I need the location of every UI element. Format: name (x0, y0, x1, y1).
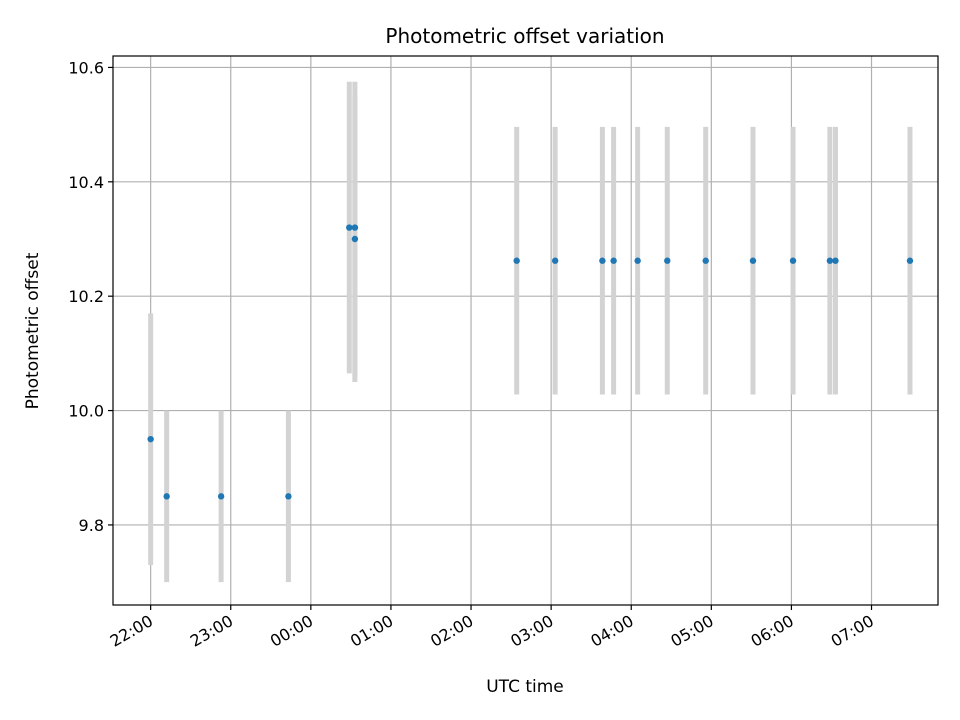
data-point (634, 257, 641, 264)
data-point (351, 235, 359, 243)
data-point (664, 257, 671, 264)
data-point (789, 257, 797, 264)
y-tick-label: 10.6 (68, 58, 104, 77)
data-point (513, 257, 520, 264)
data-points (147, 224, 914, 500)
y-tick-label: 10.0 (68, 402, 104, 421)
data-point (610, 257, 617, 264)
x-axis-label: UTC time (486, 677, 564, 697)
plot-area-frame (112, 55, 939, 606)
y-axis-ticks: 9.8 10.0 10.2 10.4 10.6 (68, 58, 113, 535)
data-point (217, 493, 225, 500)
y-tick-label: 10.2 (68, 287, 104, 306)
data-point (346, 224, 353, 231)
data-point (906, 257, 914, 264)
data-point (599, 257, 606, 264)
y-tick-label: 9.8 (79, 516, 104, 535)
data-point (702, 257, 709, 264)
data-point (832, 257, 839, 264)
data-point (285, 493, 292, 500)
data-point (147, 435, 154, 443)
y-axis-label: Photometric offset (23, 252, 43, 409)
y-tick-label: 10.4 (68, 173, 104, 192)
data-point (163, 493, 170, 500)
data-point (551, 257, 559, 264)
data-point (826, 257, 834, 264)
data-point (351, 224, 359, 231)
data-point (749, 257, 757, 264)
chart-title: Photometric offset variation (385, 24, 664, 48)
